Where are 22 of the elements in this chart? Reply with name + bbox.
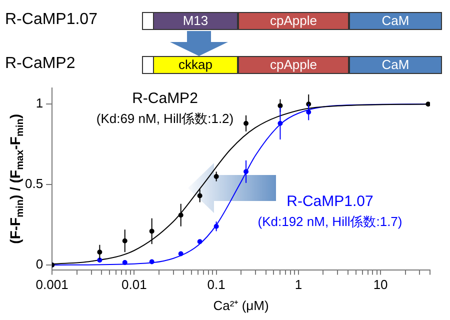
y-tick-label: 1 [36,96,44,111]
text: M13 [153,12,238,30]
y-axis-title: (F-Fmin) / (Fmax-Fmin) [6,114,26,244]
annotation: (Kd:69 nM, Hill係数:1.2) [95,110,235,128]
text: cpApple [238,12,349,30]
x-axis-title: Ca²⁺ (μM) [213,298,269,313]
text: R-CaMP1.07 [286,193,374,210]
annotation: (Kd:192 nM, Hill係数:1.7) [256,213,404,231]
x-tick-label: 0.01 [122,277,147,292]
text: CaM [349,12,442,30]
x-tick-label: 0.001 [36,277,68,292]
text: R-CaMP1.07 [5,11,98,29]
y-tick-label: 0 [36,256,44,272]
text: cpApple [238,56,349,74]
text: CaM [349,56,442,74]
x-tick-label: 0.1 [207,277,226,292]
y-tick-label: 0.5 [24,176,44,192]
x-tick-label: 1 [294,277,302,292]
text: R-CaMP2 [131,90,199,107]
text: ckkap [153,56,238,74]
x-tick-label: 10 [373,277,388,292]
text: R-CaMP2 [5,55,76,73]
